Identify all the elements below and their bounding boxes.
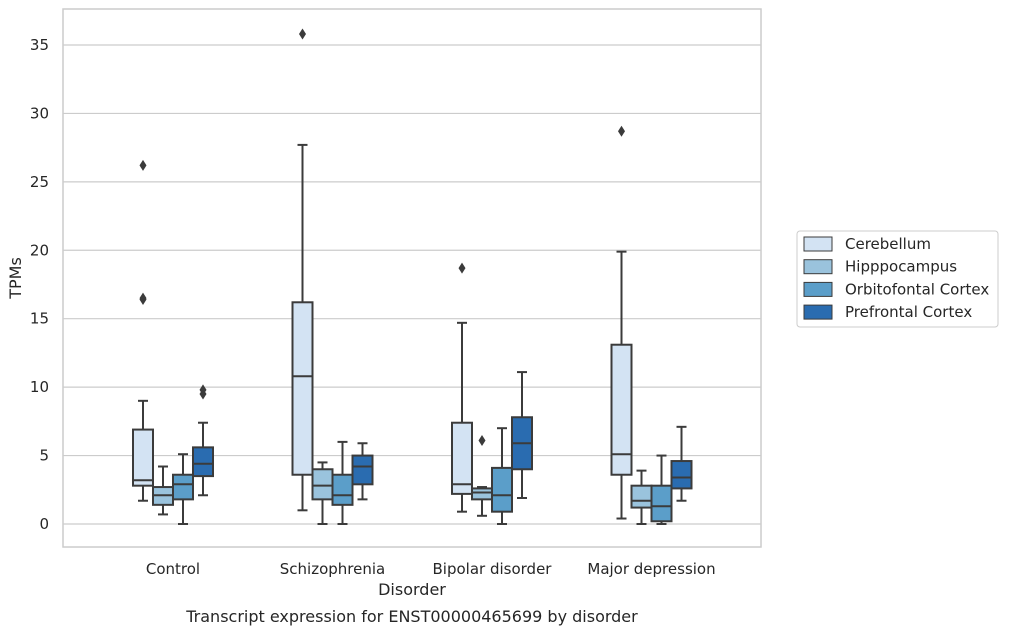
y-tick-label: 30 bbox=[30, 104, 49, 122]
x-tick-label: Schizophrenia bbox=[280, 560, 385, 578]
legend-label: Hipppocampus bbox=[845, 258, 957, 276]
x-axis-label: Disorder bbox=[378, 580, 446, 599]
box-element bbox=[670, 425, 693, 502]
box-element bbox=[291, 28, 314, 512]
legend-swatch bbox=[803, 281, 833, 297]
box-element bbox=[152, 465, 174, 516]
y-axis-label: TPMs bbox=[6, 257, 25, 300]
outlier-point bbox=[199, 384, 207, 396]
legend-swatch bbox=[803, 259, 833, 275]
series-group bbox=[132, 28, 633, 520]
outlier-point bbox=[139, 159, 147, 171]
box-element bbox=[132, 159, 154, 502]
box-iqr bbox=[132, 428, 154, 487]
box-iqr bbox=[610, 343, 633, 476]
legend-item: Orbitofontal Cortex bbox=[803, 280, 989, 298]
y-tick-label: 15 bbox=[30, 310, 49, 328]
box-iqr bbox=[351, 454, 374, 486]
box-iqr bbox=[311, 468, 334, 501]
legend-frame bbox=[796, 230, 999, 328]
y-tick-label: 20 bbox=[30, 241, 49, 259]
legend-swatch bbox=[803, 304, 833, 320]
box-iqr bbox=[291, 301, 314, 476]
y-tick-labels: 0 5 10 15 20 25 30 35 bbox=[30, 36, 49, 533]
box-iqr bbox=[451, 421, 473, 495]
legend-item: Cerebellum bbox=[803, 235, 931, 253]
plot-area-frame bbox=[62, 8, 762, 548]
box-iqr bbox=[630, 484, 653, 509]
box-element bbox=[331, 440, 354, 525]
box-series bbox=[132, 28, 693, 525]
box-element bbox=[351, 442, 374, 501]
outlier-point bbox=[299, 28, 306, 40]
legend-item: Hipppocampus bbox=[803, 258, 957, 276]
box-iqr bbox=[491, 466, 513, 513]
box-element bbox=[172, 453, 194, 525]
grid-lines bbox=[63, 44, 761, 525]
x-tick-label: Control bbox=[146, 560, 200, 578]
box-element bbox=[630, 469, 653, 525]
series-group bbox=[172, 427, 673, 525]
box-element bbox=[451, 262, 473, 513]
box-iqr bbox=[670, 460, 693, 490]
legend-label: Prefrontal Cortex bbox=[845, 303, 972, 321]
y-tick-label: 5 bbox=[39, 447, 49, 465]
series-group bbox=[152, 435, 653, 525]
outlier-point bbox=[478, 435, 486, 447]
legend-label: Orbitofontal Cortex bbox=[845, 280, 989, 298]
box-element bbox=[192, 384, 214, 497]
legend-label: Cerebellum bbox=[845, 235, 931, 253]
box-element bbox=[650, 454, 673, 525]
figure-caption: Transcript expression for ENST0000046569… bbox=[185, 607, 638, 626]
box-iqr bbox=[331, 473, 354, 506]
legend: Cerebellum Hipppocampus Orbitofontal Corte… bbox=[796, 230, 999, 328]
outlier-point bbox=[458, 262, 466, 274]
legend-swatch bbox=[803, 236, 833, 252]
box-element bbox=[511, 371, 533, 499]
x-tick-label: Major depression bbox=[587, 560, 715, 578]
x-tick-label: Bipolar disorder bbox=[433, 560, 553, 578]
box-iqr bbox=[471, 487, 493, 501]
outlier-point bbox=[618, 125, 625, 137]
legend-item: Prefrontal Cortex bbox=[803, 303, 972, 321]
y-tick-label: 10 bbox=[30, 378, 49, 396]
outlier-point bbox=[139, 292, 147, 304]
y-tick-label: 25 bbox=[30, 173, 49, 191]
box-element bbox=[610, 125, 633, 520]
box-element bbox=[311, 461, 334, 525]
box-element bbox=[491, 427, 513, 525]
box-element bbox=[471, 435, 493, 517]
box-iqr bbox=[192, 446, 214, 478]
y-tick-label: 0 bbox=[39, 515, 49, 533]
y-tick-label: 35 bbox=[30, 36, 49, 54]
x-tick-labels: Control Schizophrenia Bipolar disorder Majo… bbox=[146, 560, 716, 578]
box-iqr bbox=[650, 484, 673, 523]
box-iqr bbox=[172, 473, 194, 501]
series-group bbox=[192, 371, 693, 502]
